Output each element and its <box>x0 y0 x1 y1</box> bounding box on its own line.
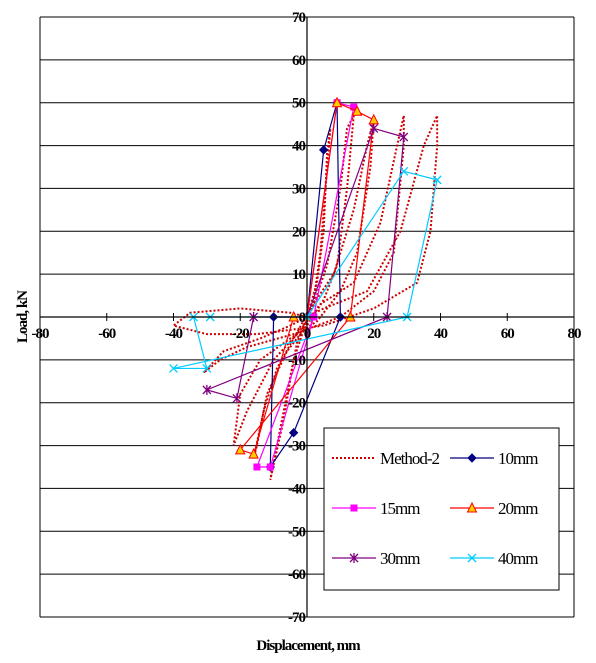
data-point <box>266 463 274 471</box>
data-point <box>202 363 212 373</box>
tick-labels: -80 -60 -40 -20 0 20 40 60 80 70 60 50 40 30 20 10 0 -10 -… <box>32 10 583 626</box>
data-point <box>432 175 442 185</box>
legend-label: Method-2 <box>380 449 440 468</box>
legend-marker <box>350 504 358 512</box>
y-tick-label: -50 <box>288 524 305 540</box>
y-tick-label: -30 <box>288 439 305 455</box>
legend-label: 30mm <box>380 549 420 568</box>
y-tick-label: -70 <box>288 610 305 626</box>
axes <box>39 17 575 617</box>
y-tick-label: 40 <box>292 139 306 155</box>
data-point <box>288 428 299 438</box>
y-tick-label: 20 <box>292 224 306 240</box>
data-point <box>234 443 246 455</box>
x-tick-label: -20 <box>232 326 249 342</box>
series-30mm <box>202 123 409 404</box>
legend-marker <box>466 501 478 513</box>
data-point <box>399 166 409 176</box>
data-point <box>368 113 380 125</box>
x-tick-label: 60 <box>501 326 515 342</box>
series-line <box>171 115 439 481</box>
y-tick-label: 60 <box>292 53 306 69</box>
data-point <box>202 384 212 395</box>
y-tick-label: 50 <box>292 96 306 112</box>
legend: Method-2 10mm 15mm 20mm 30mm 40mm <box>323 427 560 591</box>
y-tick-label: 10 <box>292 267 306 283</box>
series-method-2 <box>171 115 439 481</box>
series-line <box>205 127 405 400</box>
y-tick-label: -20 <box>288 396 305 412</box>
x-tick-label: 80 <box>568 326 582 342</box>
x-tick-label: -80 <box>32 326 49 342</box>
x-tick-label: 40 <box>434 326 448 342</box>
y-tick-label: -60 <box>288 567 305 583</box>
x-tick-label: 0 <box>304 326 311 342</box>
y-tick-label: 30 <box>292 181 306 197</box>
legend-label: 10mm <box>498 449 538 468</box>
data-point <box>232 393 242 404</box>
legend-label: 20mm <box>498 499 538 518</box>
y-tick-label: -40 <box>288 481 305 497</box>
series-10mm <box>265 98 346 472</box>
data-point <box>350 103 358 111</box>
x-axis-title: Displacement, mm <box>256 638 361 654</box>
series-line <box>269 102 341 470</box>
legend-label: 40mm <box>498 549 538 568</box>
legend-marker <box>467 453 477 463</box>
legend-label: 15mm <box>380 499 420 518</box>
data-point <box>169 363 178 373</box>
legend-box <box>323 427 560 591</box>
legend-marker <box>349 553 359 563</box>
x-tick-label: 20 <box>367 326 381 342</box>
series-group <box>169 96 442 481</box>
data-point <box>253 463 261 471</box>
y-tick-label: -10 <box>288 353 305 369</box>
data-point <box>369 123 379 134</box>
y-tick-label: 70 <box>292 10 306 26</box>
data-point <box>351 105 363 116</box>
legend-marker <box>467 553 477 563</box>
x-tick-label: -40 <box>165 326 182 342</box>
y-tick-label: 0 <box>299 310 306 326</box>
x-tick-label: -60 <box>98 326 115 342</box>
data-point <box>399 132 409 142</box>
y-axis-title: Load, kN <box>15 290 31 343</box>
data-point <box>318 145 329 155</box>
data-point <box>331 96 343 108</box>
data-point <box>248 448 259 459</box>
